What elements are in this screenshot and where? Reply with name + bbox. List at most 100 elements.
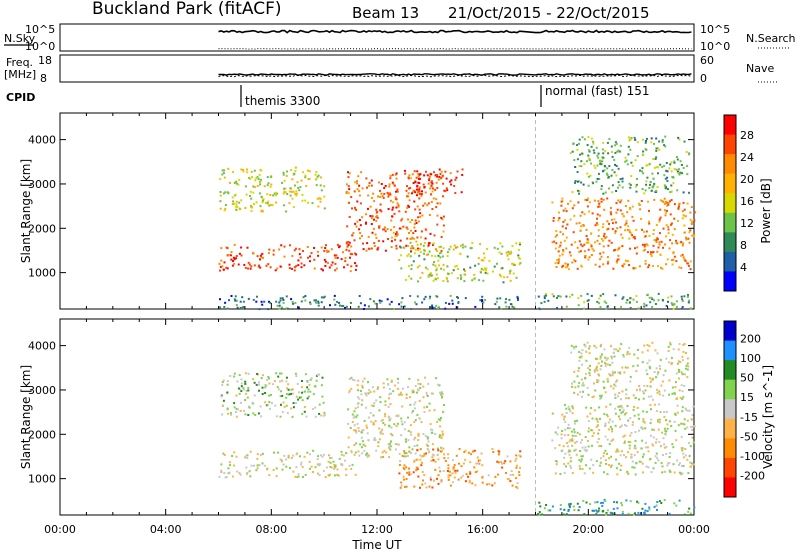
heatmap-cell (644, 259, 647, 262)
heatmap-cell (598, 159, 601, 162)
heatmap-cell (404, 452, 406, 455)
heatmap-cell (292, 470, 295, 473)
heatmap-cell (678, 205, 680, 208)
heatmap-cell (447, 464, 450, 467)
heatmap-cell (687, 264, 690, 267)
heatmap-cell (671, 263, 674, 266)
heatmap-cell (651, 306, 654, 308)
heatmap-cell (235, 394, 238, 397)
heatmap-cell (655, 224, 658, 226)
heatmap-cell (412, 247, 415, 250)
heatmap-cell (642, 420, 645, 423)
heatmap-cell (584, 377, 587, 380)
heatmap-cell (666, 170, 669, 173)
heatmap-cell (659, 254, 662, 256)
heatmap-cell (620, 233, 623, 236)
power-colorbar-label: Power [dB] (759, 178, 773, 243)
heatmap-cell (563, 456, 566, 459)
heatmap-cell (470, 453, 473, 456)
heatmap-cell (424, 482, 427, 485)
heatmap-cell (655, 166, 658, 169)
heatmap-cell (621, 406, 624, 409)
heatmap-cell (668, 512, 671, 515)
heatmap-cell (599, 357, 602, 360)
heatmap-cell (632, 365, 635, 368)
heatmap-cell (416, 185, 419, 188)
heatmap-cell (427, 275, 430, 278)
heatmap-cell (238, 201, 241, 204)
heatmap-cell (620, 424, 623, 427)
heatmap-cell (314, 173, 317, 176)
heatmap-cell (323, 185, 326, 188)
heatmap-cell (648, 296, 651, 299)
heatmap-cell (649, 422, 652, 425)
heatmap-cell (538, 501, 541, 504)
heatmap-cell (358, 430, 360, 433)
heatmap-cell (584, 254, 587, 257)
heatmap-cell (501, 245, 504, 248)
heatmap-cell (596, 239, 599, 242)
heatmap-cell (403, 464, 406, 467)
heatmap-cell (247, 297, 250, 300)
heatmap-cell (322, 269, 324, 272)
heatmap-cell (619, 469, 622, 472)
heatmap-cell (481, 299, 484, 301)
heatmap-cell (617, 254, 620, 257)
heatmap-cell (261, 252, 264, 255)
colorbar-swatch (724, 477, 736, 498)
heatmap-cell (681, 244, 684, 247)
heatmap-cell (644, 509, 647, 512)
heatmap-cell (483, 256, 486, 259)
heatmap-cell (290, 388, 293, 391)
heatmap-cell (275, 372, 278, 375)
heatmap-cell (318, 474, 321, 477)
heatmap-cell (464, 480, 467, 483)
heatmap-cell (576, 171, 579, 173)
heatmap-cell (682, 242, 685, 245)
heatmap-cell (436, 421, 439, 423)
heatmap-cell (574, 260, 577, 263)
heatmap-cell (511, 245, 514, 248)
heatmap-cell (614, 407, 617, 410)
heatmap-cell (666, 204, 669, 207)
heatmap-cell (367, 416, 370, 419)
heatmap-cell (427, 244, 430, 247)
heatmap-cell (597, 235, 600, 237)
heatmap-cell (610, 207, 612, 209)
heatmap-cell (348, 464, 351, 467)
heatmap-cell (357, 427, 360, 430)
heatmap-cell (258, 173, 261, 176)
heatmap-cell (386, 228, 389, 230)
heatmap-cell (481, 464, 484, 467)
heatmap-cell (572, 231, 575, 234)
heatmap-cell (432, 197, 435, 200)
heatmap-cell (624, 160, 627, 163)
heatmap-cell (668, 167, 671, 170)
heatmap-cell (675, 305, 678, 308)
heatmap-cell (594, 224, 597, 227)
heatmap-cell (416, 194, 418, 197)
heatmap-cell (389, 417, 392, 420)
heatmap-cell (397, 205, 400, 208)
heatmap-cell (644, 148, 647, 151)
freq-tick-bottom: 8 (40, 72, 47, 85)
heatmap-cell (361, 384, 364, 387)
heatmap-cell (333, 298, 336, 301)
heatmap-cell (691, 414, 694, 417)
heatmap-cell (571, 405, 574, 408)
heatmap-cell (573, 391, 576, 394)
heatmap-cell (667, 225, 670, 228)
heatmap-cell (375, 208, 378, 211)
heatmap-cell (309, 260, 311, 263)
heatmap-cell (230, 295, 233, 297)
heatmap-cell (510, 250, 512, 253)
heatmap-cell (369, 215, 372, 217)
heatmap-cell (579, 356, 582, 359)
heatmap-cell (665, 224, 668, 227)
heatmap-cell (365, 222, 367, 225)
heatmap-cell (675, 439, 678, 442)
heatmap-cell (400, 267, 403, 270)
heatmap-cell (452, 468, 455, 471)
heatmap-cell (302, 250, 304, 252)
heatmap-cell (660, 384, 663, 387)
